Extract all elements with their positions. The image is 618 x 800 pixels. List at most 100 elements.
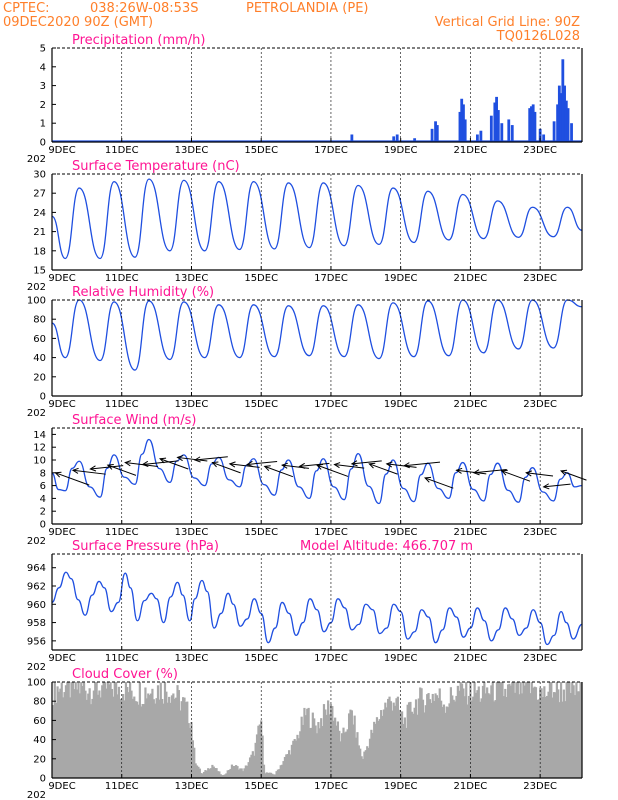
cloud-bar-200 <box>331 706 334 778</box>
cloud-bar-289 <box>455 695 458 778</box>
precip-bar-2 <box>395 134 399 142</box>
cloud-bar-348 <box>537 699 540 778</box>
cloud-bar-130 <box>233 765 236 778</box>
cloud-bar-324 <box>504 688 507 778</box>
cloud-bar-185 <box>310 727 313 778</box>
rh-ytick-label-5: 100 <box>27 296 46 307</box>
precip-bar-6 <box>435 125 439 142</box>
cloud-bar-162 <box>278 769 281 778</box>
cloud-bar-271 <box>430 702 433 778</box>
cloud-bar-228 <box>370 729 373 778</box>
panel-pres: 956 958 960 962 964 9DEC 11DEC 13DEC 15DEC 17DEC 1… <box>27 539 583 673</box>
panel-cloud: 0 20 40 60 80 100 9DEC 11DEC 13DEC 15DEC 17DEC 19DE… <box>27 667 583 800</box>
cloud-bar-119 <box>218 771 221 778</box>
cloud-bar-171 <box>290 744 293 778</box>
cloud-bar-109 <box>204 770 207 778</box>
pres-xtick-label-1: 11DEC <box>105 653 139 664</box>
cloud-bar-16 <box>74 682 77 778</box>
wind-arrow-shaft <box>212 462 241 474</box>
cloud-bar-22 <box>82 682 86 778</box>
cloud-bar-265 <box>421 699 425 778</box>
temp-ytick-label-0: 15 <box>33 266 46 277</box>
cloud-bar-67 <box>145 698 148 778</box>
precip-bar-3 <box>413 138 417 142</box>
cloud-bar-107 <box>201 773 204 778</box>
cloud-bar-150 <box>261 735 264 778</box>
cloud-bar-305 <box>477 686 480 778</box>
precip-bar-18 <box>507 119 511 142</box>
precip-bar-12 <box>479 130 483 142</box>
cloud-bar-249 <box>399 712 402 778</box>
header-grid-line: Vertical Grid Line: 90Z <box>435 15 580 30</box>
cloud-bar-118 <box>216 771 220 778</box>
wind-arrow-head <box>315 464 324 470</box>
wind-arrow-shaft <box>90 465 124 470</box>
pres-year-stub: 202 <box>27 662 46 673</box>
cloud-bar-303 <box>474 692 478 778</box>
cloud-bar-209 <box>343 732 346 778</box>
cloud-bar-222 <box>361 758 365 778</box>
wind-xtick-label-5: 19DEC <box>384 527 418 538</box>
cloud-bar-183 <box>307 707 310 778</box>
cloud-bar-329 <box>511 682 514 778</box>
wind-arrow-head <box>106 464 114 470</box>
panel-rh: 0 20 40 60 80 100 9DEC 11DEC 13DEC 15DEC 17DEC 19DE… <box>27 285 583 419</box>
cloud-bar-216 <box>353 715 356 778</box>
cloud-bar-234 <box>378 719 381 778</box>
cloud-bar-194 <box>322 704 326 778</box>
cloud-bar-349 <box>539 687 542 778</box>
temp-xtick-label-6: 21DEC <box>454 273 488 284</box>
cloud-bar-240 <box>387 698 390 778</box>
cloud-bar-166 <box>283 756 287 778</box>
wind-arrow-shaft <box>501 470 531 482</box>
cloud-bar-330 <box>512 682 515 778</box>
cloud-bar-362 <box>557 689 560 778</box>
cloud-bar-343 <box>530 682 533 778</box>
precip-bar-33 <box>566 108 570 142</box>
cloud-bar-5 <box>59 688 62 778</box>
wind-arrow-19 <box>385 461 417 468</box>
precip-bar-23 <box>533 111 537 142</box>
wind-arrow-shaft <box>543 483 571 488</box>
wind-arrow-22 <box>455 467 487 475</box>
cloud-bar-288 <box>453 701 457 778</box>
cloud-bar-186 <box>311 712 314 778</box>
wind-arrow-3 <box>106 464 137 476</box>
cloud-bar-344 <box>532 687 535 778</box>
precip-bar-30 <box>561 59 565 142</box>
cloud-bar-255 <box>407 702 411 778</box>
cloud-bar-292 <box>459 682 462 778</box>
wind-arrow-26 <box>542 483 571 490</box>
cloud-bar-201 <box>332 720 335 778</box>
cloud-xtick-label-6: 21DEC <box>454 781 488 792</box>
cloud-bar-147 <box>257 725 260 778</box>
cloud-bar-23 <box>84 690 87 778</box>
cloud-bar-53 <box>126 686 129 778</box>
wind-arrow-20 <box>403 461 441 469</box>
cloud-bar-13 <box>70 682 73 778</box>
cloud-bar-179 <box>301 724 305 778</box>
cloud-xtick-label-4: 17DEC <box>314 781 348 792</box>
cloud-bar-319 <box>497 682 500 778</box>
wind-arrow-head <box>424 476 432 483</box>
cloud-xtick-label-3: 15DEC <box>244 781 278 792</box>
cloud-bar-144 <box>253 755 256 778</box>
cloud-bar-64 <box>141 703 144 778</box>
pres-series-line <box>51 571 583 646</box>
cloud-bar-108 <box>202 771 206 778</box>
pres-xtick-label-4: 17DEC <box>314 653 348 664</box>
cloud-bar-161 <box>276 769 280 778</box>
cloud-bar-153 <box>265 772 268 778</box>
cloud-bar-321 <box>500 682 503 778</box>
cloud-bar-75 <box>156 685 160 778</box>
cloud-bar-233 <box>377 720 380 778</box>
temp-ytick-label-5: 30 <box>33 170 46 181</box>
cloud-bar-291 <box>458 690 461 778</box>
cloud-bar-211 <box>346 729 349 778</box>
cloud-bar-323 <box>502 696 505 778</box>
wind-ytick-label-0: 0 <box>40 520 46 531</box>
cloud-bar-11 <box>67 682 70 778</box>
cloud-bar-151 <box>262 764 266 778</box>
temp-title: Surface Temperature (nC) <box>72 159 240 174</box>
cloud-bar-50 <box>122 694 125 778</box>
